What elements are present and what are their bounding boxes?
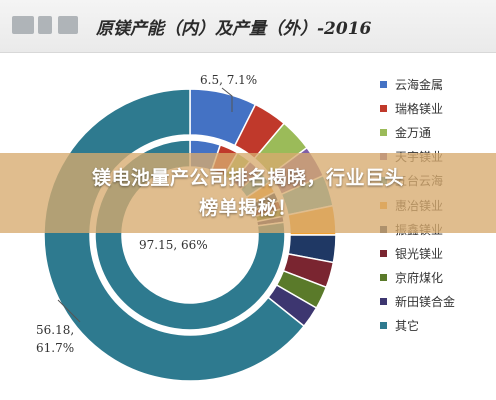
annotation-other-outer-1: 56.18, — [36, 323, 75, 337]
legend-item: 京府煤化 — [380, 266, 490, 290]
logo-icon — [12, 16, 34, 34]
legend-swatch — [380, 249, 387, 257]
chart-title: 原镁产能（内）及产量（外）-2016 — [96, 19, 372, 39]
legend-item: 其它 — [380, 314, 490, 338]
header-bar: 原镁产能（内）及产量（外）-2016 — [0, 0, 496, 53]
legend-swatch — [380, 322, 387, 330]
legend-swatch — [380, 298, 387, 306]
annotation-leader-line — [221, 87, 233, 112]
legend-label: 其它 — [395, 319, 420, 334]
legend-label: 金万通 — [395, 125, 432, 140]
headline-banner: 镁电池量产公司排名揭晓，行业巨头 榜单揭秘！ — [0, 153, 496, 233]
annotation-other-outer-2: 61.7% — [36, 341, 75, 355]
legend-swatch — [380, 274, 387, 282]
legend-swatch — [380, 80, 387, 88]
legend-label: 瑞格镁业 — [395, 101, 444, 116]
legend-item: 瑞格镁业 — [380, 96, 490, 120]
legend-item: 银光镁业 — [380, 241, 490, 265]
annotation-other-inner: 97.15, 66% — [139, 238, 208, 252]
annotation-yunhai: 6.5, 7.1% — [200, 73, 258, 87]
logo-icon — [58, 16, 78, 34]
annotation-leader-line — [57, 299, 81, 323]
headline-line-1: 镁电池量产公司排名揭晓，行业巨头 — [91, 167, 404, 189]
donut-slice — [94, 139, 286, 331]
legend-item: 云海金属 — [380, 72, 490, 96]
legend-label: 新田镁合金 — [395, 295, 456, 310]
legend-item: 金万通 — [380, 120, 490, 144]
legend-item: 新田镁合金 — [380, 290, 490, 314]
headline-line-2: 榜单揭秘！ — [199, 197, 297, 219]
legend-label: 云海金属 — [395, 77, 444, 92]
legend-swatch — [380, 128, 387, 136]
logo-icon — [38, 16, 52, 34]
legend-label: 京府煤化 — [395, 271, 444, 286]
legend-swatch — [380, 104, 387, 112]
legend-label: 银光镁业 — [395, 246, 444, 261]
